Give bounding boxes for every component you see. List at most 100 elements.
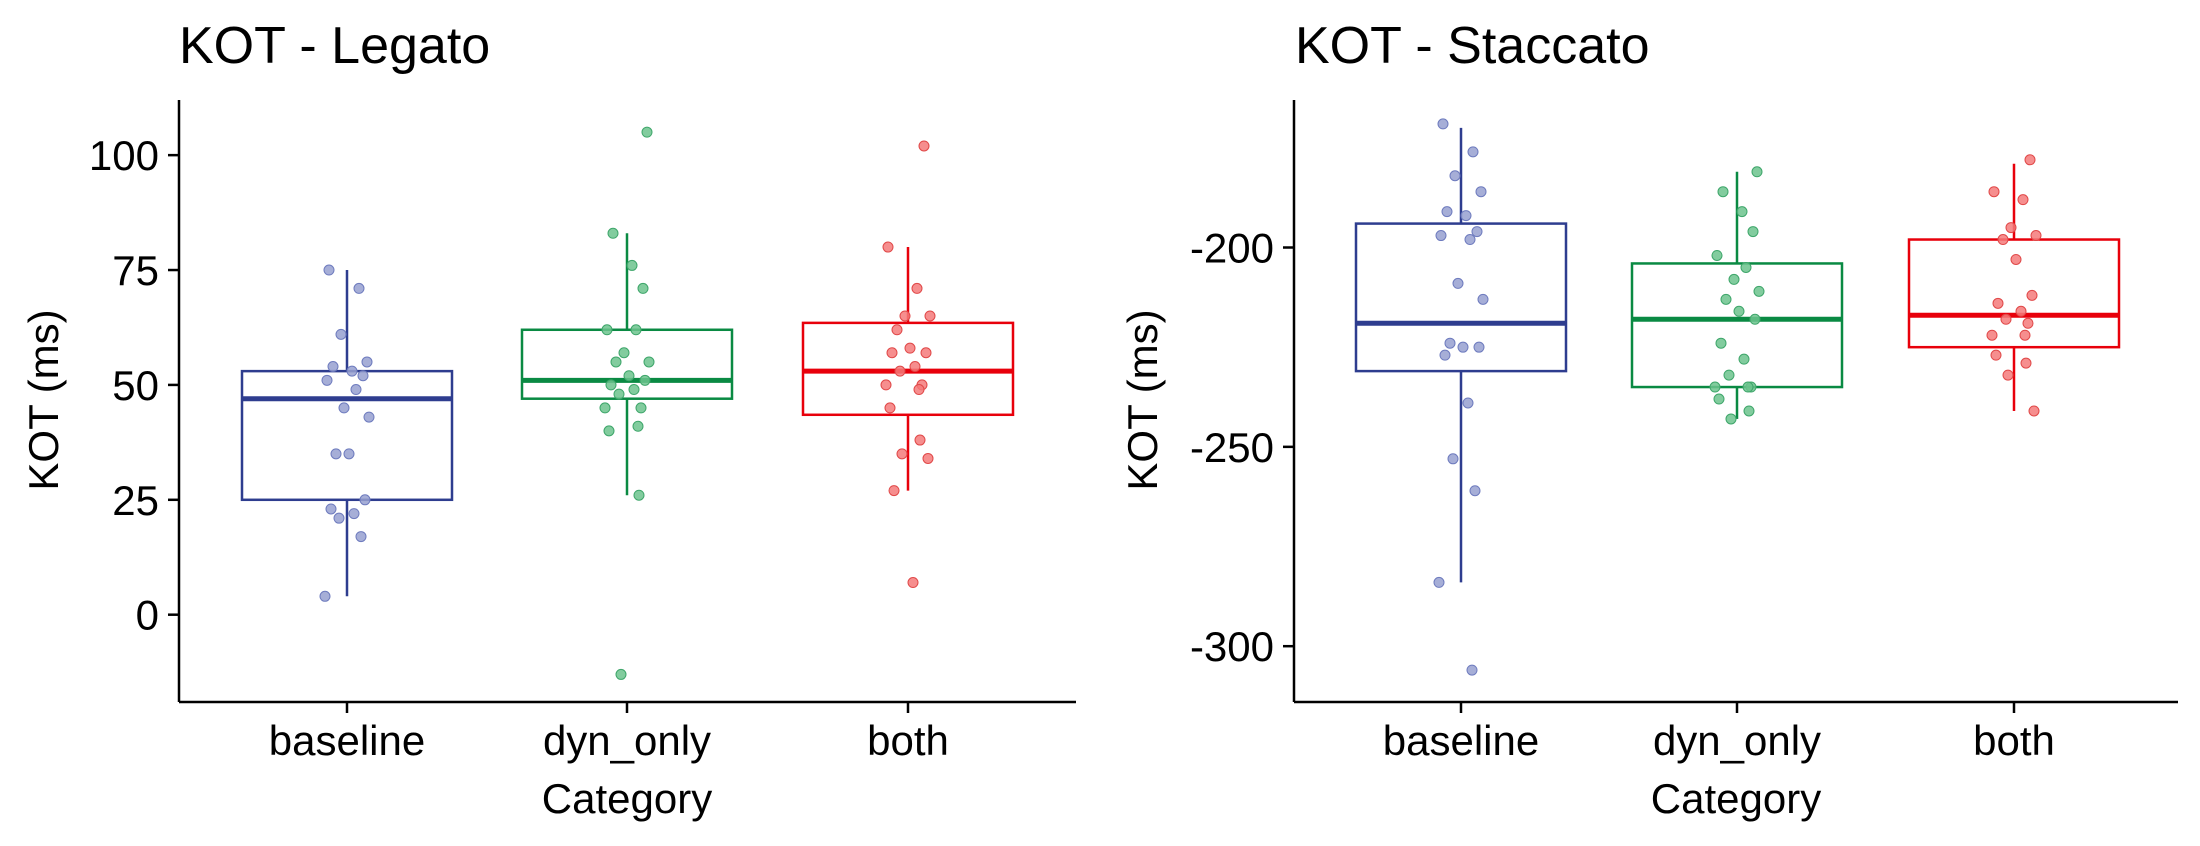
box-iqr (240, 369, 454, 502)
data-point (891, 324, 903, 336)
data-point (888, 485, 900, 497)
y-tick-label: -300 (1190, 623, 1274, 670)
data-point (924, 310, 936, 322)
box-iqr (1630, 262, 1844, 389)
data-point (2028, 405, 2040, 417)
data-point (909, 361, 921, 373)
data-point (1743, 405, 1755, 417)
data-point (2019, 329, 2031, 341)
data-point (643, 356, 655, 368)
data-point (1717, 186, 1729, 198)
data-point (2000, 313, 2012, 325)
data-point (637, 282, 649, 294)
data-point (610, 356, 622, 368)
data-point (2010, 253, 2022, 265)
data-point (1447, 453, 1459, 465)
box-dyn_only (520, 233, 734, 496)
data-point (1988, 186, 2000, 198)
data-point (1464, 234, 1476, 246)
data-point (2026, 289, 2038, 301)
data-point (639, 374, 651, 386)
data-point (630, 324, 642, 336)
y-tick-label: 100 (89, 132, 159, 179)
data-point (2005, 222, 2017, 234)
data-point (1452, 277, 1464, 289)
data-point (1435, 230, 1447, 242)
data-point (355, 531, 367, 543)
box-iqr (520, 328, 734, 400)
box-baseline (240, 270, 454, 597)
data-point (357, 370, 369, 382)
box-dyn_only (1630, 171, 1844, 419)
data-point (1747, 226, 1759, 238)
data-point (1444, 337, 1456, 349)
data-point (896, 448, 908, 460)
data-point (623, 370, 635, 382)
data-point (323, 264, 335, 276)
data-point (353, 282, 365, 294)
data-point (613, 388, 625, 400)
data-point (1439, 349, 1451, 361)
data-point (1997, 234, 2009, 246)
data-point (911, 282, 923, 294)
data-point (319, 590, 331, 602)
data-point (1751, 166, 1763, 178)
data-point (913, 384, 925, 396)
data-point (1449, 170, 1461, 182)
data-point (1740, 261, 1752, 273)
x-tick-label: baseline (269, 717, 425, 764)
data-point (894, 365, 906, 377)
data-point (904, 342, 916, 354)
data-point (325, 503, 337, 515)
box-both (801, 247, 1015, 491)
data-point (605, 379, 617, 391)
box-baseline (1354, 127, 1568, 583)
x-axis-title: Category (1651, 775, 1821, 822)
panel-kot-legato: KOT - Legato KOT (ms) Category 0 25 50 75 10… (20, 17, 1076, 822)
data-point (1709, 381, 1721, 393)
data-point (615, 668, 627, 680)
y-tick-label: -250 (1190, 424, 1274, 471)
data-point (1736, 206, 1748, 218)
x-tick-label: baseline (1383, 717, 1539, 764)
chart-title: KOT - Legato (179, 17, 490, 75)
data-point (2017, 194, 2029, 206)
data-point (918, 140, 930, 152)
data-point (1992, 297, 2004, 309)
box-iqr (1354, 222, 1568, 373)
data-point (1725, 413, 1737, 425)
data-point (330, 448, 342, 460)
data-point (1990, 349, 2002, 361)
data-point (899, 310, 911, 322)
data-point (359, 494, 371, 506)
data-point (2030, 230, 2042, 242)
y-tick-label: -200 (1190, 225, 1274, 272)
data-point (1728, 273, 1740, 285)
data-point (1723, 369, 1735, 381)
data-point (1733, 305, 1745, 317)
data-point (1749, 313, 1761, 325)
data-point (603, 425, 615, 437)
data-point (1477, 293, 1489, 305)
data-point (361, 356, 373, 368)
data-point (599, 402, 611, 414)
data-point (1460, 210, 1472, 222)
data-point (635, 402, 647, 414)
data-point (1753, 285, 1765, 297)
data-point (641, 126, 653, 138)
data-point (363, 411, 375, 423)
data-point (1738, 353, 1750, 365)
data-point (2002, 369, 2014, 381)
data-point (1720, 293, 1732, 305)
data-point (343, 448, 355, 460)
data-point (335, 328, 347, 340)
data-point (350, 384, 362, 396)
data-point (607, 227, 619, 239)
data-point (1437, 118, 1449, 130)
data-point (1475, 186, 1487, 198)
y-axis-title: KOT (ms) (20, 309, 67, 490)
chart-title: KOT - Staccato (1295, 17, 1650, 75)
data-point (882, 241, 894, 253)
x-tick-label: dyn_only (543, 717, 711, 764)
